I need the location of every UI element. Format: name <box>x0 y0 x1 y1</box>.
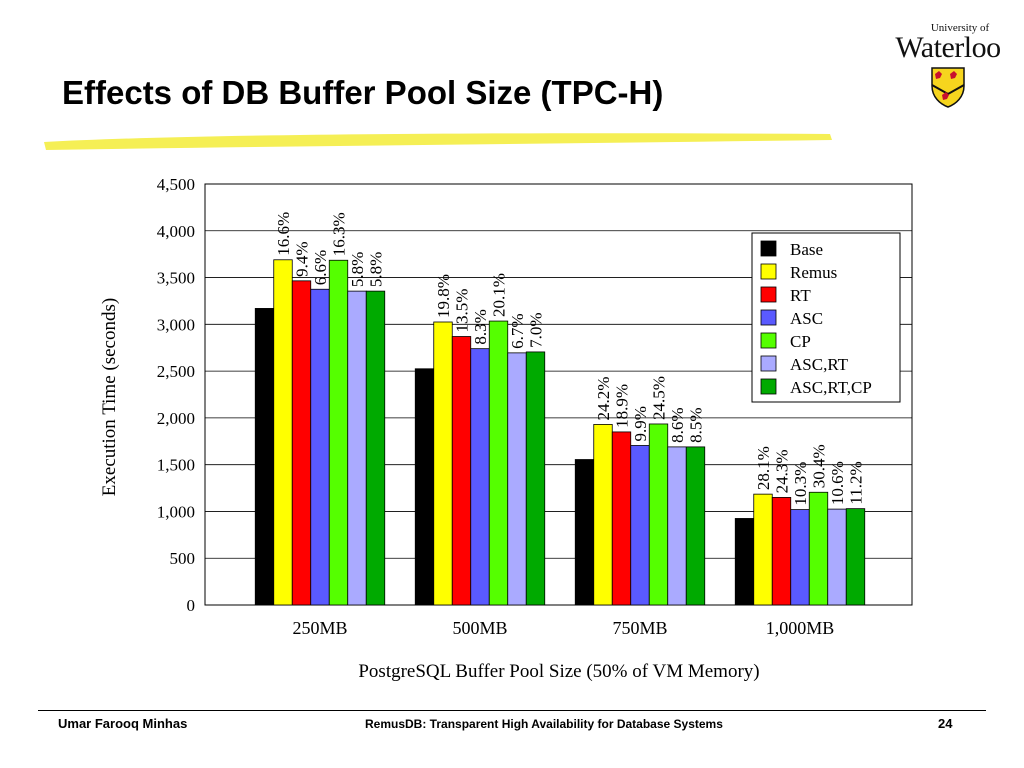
x-tick-label: 500MB <box>452 618 507 638</box>
bar-value-label: 8.5% <box>687 407 706 442</box>
legend-label: CP <box>790 332 811 351</box>
bar-asc-rt-2 <box>667 446 687 606</box>
x-axis-ticks: 250MB 500MB 750MB 1,000MB <box>292 618 834 638</box>
legend-label: ASC,RT <box>790 355 849 374</box>
bar-asc-1 <box>470 348 490 606</box>
bar-remus-0 <box>273 259 293 606</box>
y-tick-label: 1,500 <box>157 456 195 475</box>
bar-asc-rt-0 <box>347 290 367 606</box>
x-tick-label: 250MB <box>292 618 347 638</box>
bar-value-label: 24.5% <box>650 376 669 420</box>
legend-label: ASC <box>790 309 823 328</box>
bar-value-label: 5.8% <box>348 252 367 287</box>
bar-value-label: 16.6% <box>274 212 293 256</box>
legend-box <box>751 232 901 403</box>
bar-value-label: 30.4% <box>810 444 829 488</box>
y-tick-label: 4,500 <box>157 175 195 194</box>
title-highlight-stroke <box>44 133 832 150</box>
legend-swatch <box>760 240 777 257</box>
bar-value-label: 7.0% <box>527 313 546 348</box>
footer-author: Umar Farooq Minhas <box>58 716 188 731</box>
bar-cp-1 <box>488 320 509 606</box>
bar-value-labels: 16.6%9.4% 6.6%16.3%5.8% 5.8%19.8% 13.5% 8.3%… <box>274 212 866 506</box>
slide-title: Effects of DB Buffer Pool Size (TPC-H) <box>62 74 664 111</box>
bar-value-label: 8.6% <box>668 407 687 442</box>
legend-label: ASC,RT,CP <box>790 378 872 397</box>
bar-asc-rt-1 <box>507 352 527 606</box>
y-axis-label: Execution Time (seconds) <box>99 298 120 496</box>
bar-value-label: 6.7% <box>508 313 527 348</box>
legend-swatch <box>760 309 777 326</box>
bar-value-label: 20.1% <box>490 273 509 317</box>
y-tick-label: 2,000 <box>157 409 195 428</box>
x-tick-label: 750MB <box>612 618 667 638</box>
y-tick-label: 4,000 <box>157 222 195 241</box>
bar-base-3 <box>734 518 755 606</box>
x-tick-label: 1,000MB <box>766 618 835 638</box>
bar-value-label: 16.3% <box>330 212 349 256</box>
bars <box>254 259 866 606</box>
legend-label: Base <box>790 240 823 259</box>
bar-cp-3 <box>808 491 829 606</box>
bar-asc-rt-cp-2 <box>685 446 706 606</box>
bar-asc-rt-3 <box>827 508 847 606</box>
execution-time-bar-chart: 0 500 1,000 1,500 2,000 2,500 3,000 3,500 4,000 4… <box>99 175 913 682</box>
bar-value-label: 19.8% <box>434 274 453 318</box>
bar-remus-1 <box>433 321 453 606</box>
footer-rule <box>38 710 986 711</box>
bar-value-label: 10.6% <box>828 461 847 505</box>
legend-swatch <box>760 263 777 280</box>
bar-value-label: 11.2% <box>847 461 866 504</box>
logo-line-waterloo: Waterloo <box>895 31 1001 64</box>
bar-value-label: 6.6% <box>311 250 330 285</box>
bar-value-label: 24.2% <box>594 377 613 421</box>
bar-remus-2 <box>593 424 613 606</box>
bar-asc-3 <box>790 509 810 606</box>
bar-value-label: 5.8% <box>367 252 386 287</box>
bar-asc-rt-cp-0 <box>365 290 386 606</box>
bar-value-label: 8.3% <box>471 309 490 344</box>
logo-line-university-of: University of <box>930 22 990 34</box>
bar-rt-3 <box>771 497 792 606</box>
y-axis-ticks: 0 500 1,000 1,500 2,000 2,500 3,000 3,500 4,000 4… <box>157 175 195 615</box>
bar-value-label: 10.3% <box>791 462 810 506</box>
bar-value-label: 9.9% <box>631 406 650 441</box>
y-tick-label: 500 <box>170 549 196 568</box>
bar-asc-2 <box>630 445 650 606</box>
chart-legend: Base Remus RT ASC CP ASC,RT ASC,RT,CP <box>751 232 901 403</box>
legend-swatch <box>760 332 777 349</box>
y-tick-label: 1,000 <box>157 502 195 521</box>
legend-swatch <box>760 286 777 303</box>
y-tick-label: 3,000 <box>157 315 195 334</box>
y-tick-label: 0 <box>187 596 196 615</box>
bar-remus-3 <box>753 493 773 606</box>
university-crest-icon <box>931 67 965 108</box>
footer-presentation-title: RemusDB: Transparent High Availability f… <box>365 717 723 731</box>
bar-rt-0 <box>291 280 312 606</box>
bar-base-0 <box>254 308 275 606</box>
bar-cp-0 <box>328 259 349 606</box>
bar-value-label: 9.4% <box>293 241 312 276</box>
x-axis-label: PostgreSQL Buffer Pool Size (50% of VM M… <box>358 661 759 682</box>
footer-page-number: 24 <box>938 716 953 731</box>
bar-rt-2 <box>611 431 632 606</box>
bar-value-label: 28.1% <box>754 446 773 490</box>
legend-label: RT <box>790 286 811 305</box>
y-tick-label: 3,500 <box>157 269 195 288</box>
university-logo: University of Waterloo <box>886 22 1010 108</box>
bar-asc-0 <box>310 288 330 606</box>
legend-swatch <box>760 378 777 395</box>
bar-base-2 <box>574 459 595 606</box>
bar-asc-rt-cp-3 <box>845 508 866 606</box>
bar-value-label: 24.3% <box>773 449 792 493</box>
bar-value-label: 13.5% <box>453 289 472 333</box>
y-tick-label: 2,500 <box>157 362 195 381</box>
legend-label: Remus <box>790 263 837 282</box>
bar-cp-2 <box>648 423 669 606</box>
legend-swatch <box>760 355 777 372</box>
bar-value-label: 18.9% <box>613 384 632 428</box>
bar-base-1 <box>414 368 435 606</box>
bar-asc-rt-cp-1 <box>525 351 546 606</box>
bar-rt-1 <box>451 336 472 606</box>
